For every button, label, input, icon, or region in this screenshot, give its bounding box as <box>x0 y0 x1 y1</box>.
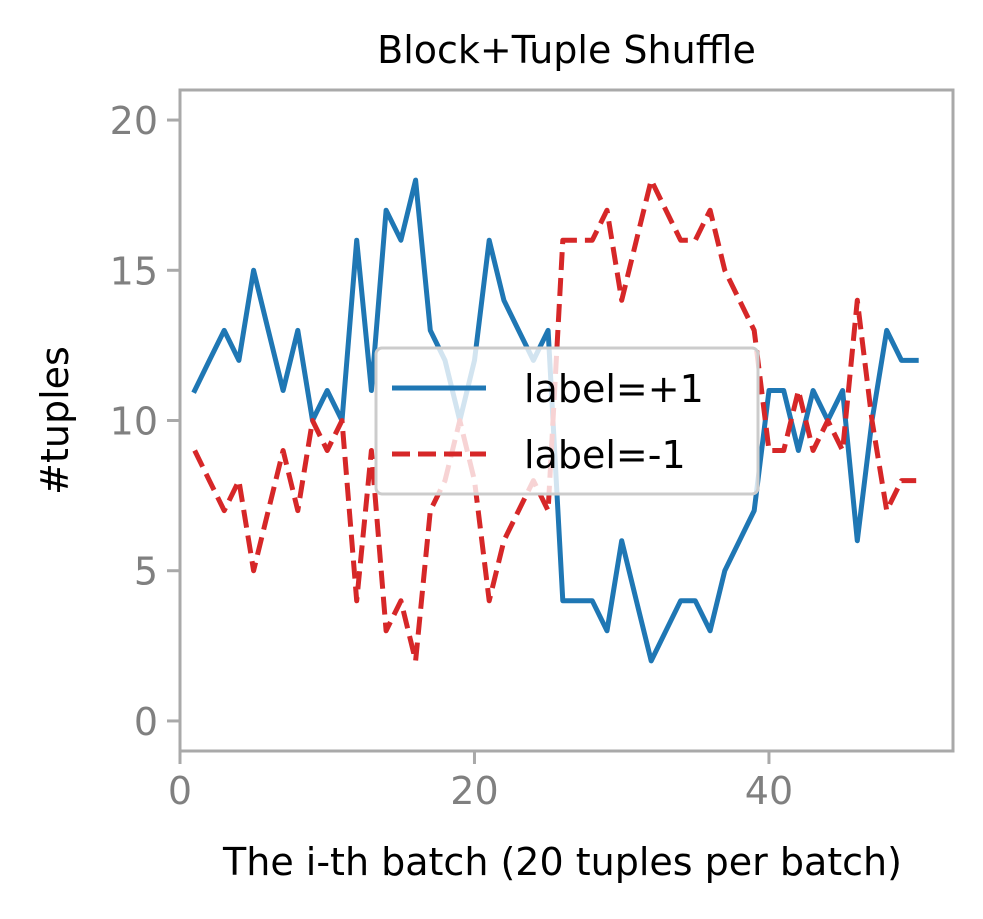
y-tick-label: 20 <box>110 99 158 143</box>
series-line-negative <box>192 177 917 664</box>
chart-title: Block+Tuple Shuffle <box>377 28 756 72</box>
legend-box <box>374 346 760 496</box>
legend-label: label=-1 <box>524 433 686 477</box>
y-axis-label: #tuples <box>33 346 77 495</box>
x-tick-label: 0 <box>168 769 192 813</box>
plot-frame <box>178 88 955 753</box>
x-tick-label: 20 <box>450 769 498 813</box>
y-tick-label: 10 <box>110 400 158 444</box>
x-tick-label: 40 <box>745 769 793 813</box>
axis-ticks: 0 20 40 0 5 10 15 20 <box>110 99 793 813</box>
y-tick-label: 0 <box>134 700 158 744</box>
legend: label=+1 label=-1 <box>374 346 760 496</box>
y-tick-label: 15 <box>110 249 158 293</box>
legend-label: label=+1 <box>524 367 704 411</box>
x-axis-label: The i-th batch (20 tuples per batch) <box>222 840 902 884</box>
y-tick-label: 5 <box>134 550 158 594</box>
